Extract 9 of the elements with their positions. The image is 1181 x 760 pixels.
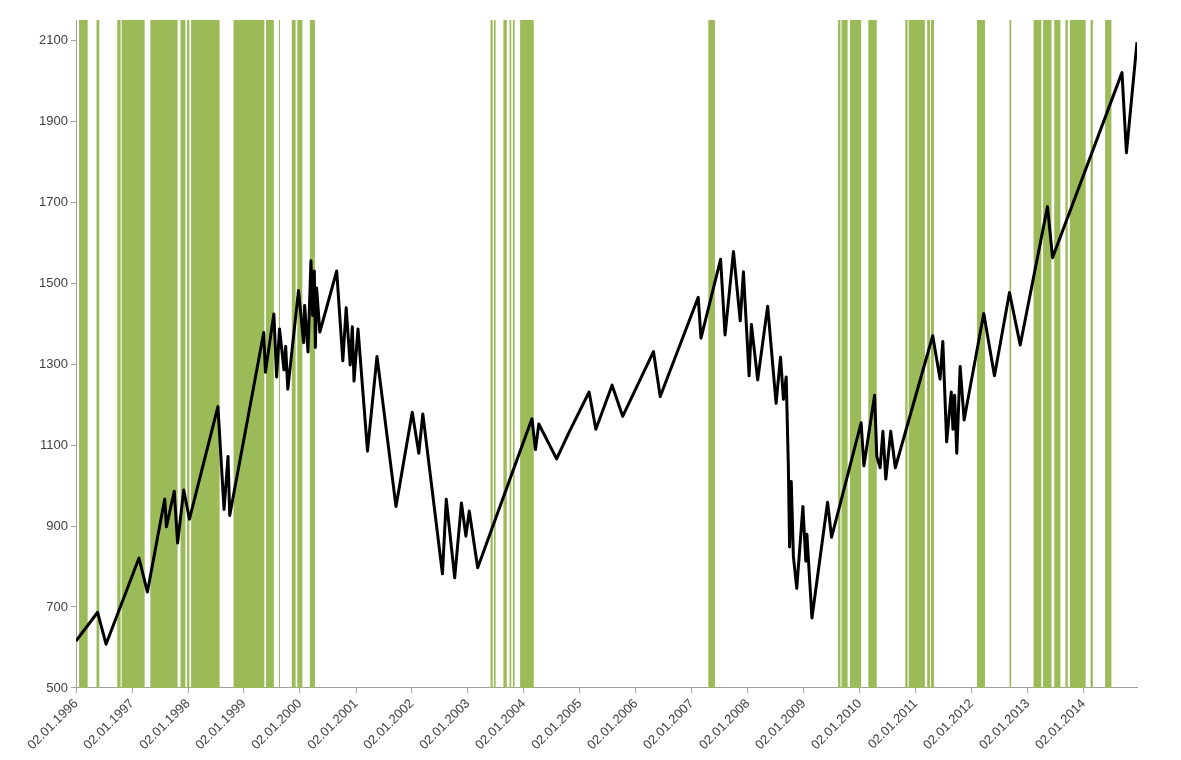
y-tick-label: 1500 [39, 274, 68, 290]
y-tick-label: 700 [46, 598, 68, 614]
y-tick-label: 900 [46, 517, 68, 533]
y-tick-label: 500 [46, 679, 68, 695]
y-tick-label: 1100 [40, 436, 68, 452]
y-tick-label: 2100 [39, 31, 68, 47]
y-tick-label: 1900 [39, 112, 68, 128]
y-tick-label: 1700 [39, 193, 68, 209]
y-tick-label: 1300 [39, 355, 68, 371]
